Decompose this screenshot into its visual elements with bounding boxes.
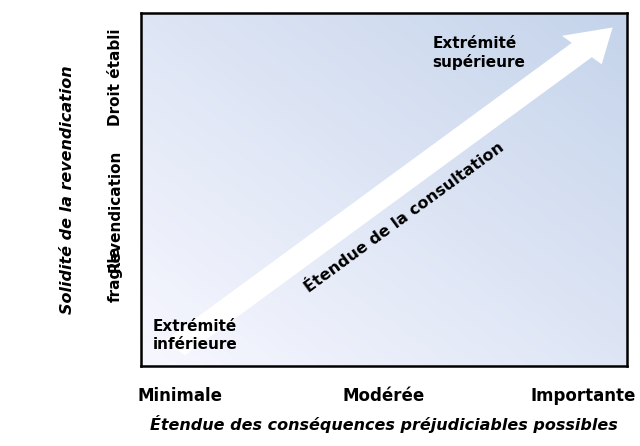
Text: Revendication: Revendication [108,149,123,272]
Text: Étendue des conséquences préjudiciables possibles: Étendue des conséquences préjudiciables … [150,415,618,433]
Text: Modérée: Modérée [343,387,425,405]
Text: Minimale: Minimale [137,387,222,405]
Text: Importante: Importante [531,387,636,405]
Text: Extrémité
supérieure: Extrémité supérieure [433,36,525,70]
Text: Droit établi: Droit établi [108,28,123,126]
Text: Solidité de la revendication: Solidité de la revendication [60,65,75,314]
Text: Extrémité
inférieure: Extrémité inférieure [153,319,237,351]
Text: Étendue de la consultation: Étendue de la consultation [302,140,507,296]
Text: fragile: fragile [108,246,123,302]
Polygon shape [165,28,612,355]
